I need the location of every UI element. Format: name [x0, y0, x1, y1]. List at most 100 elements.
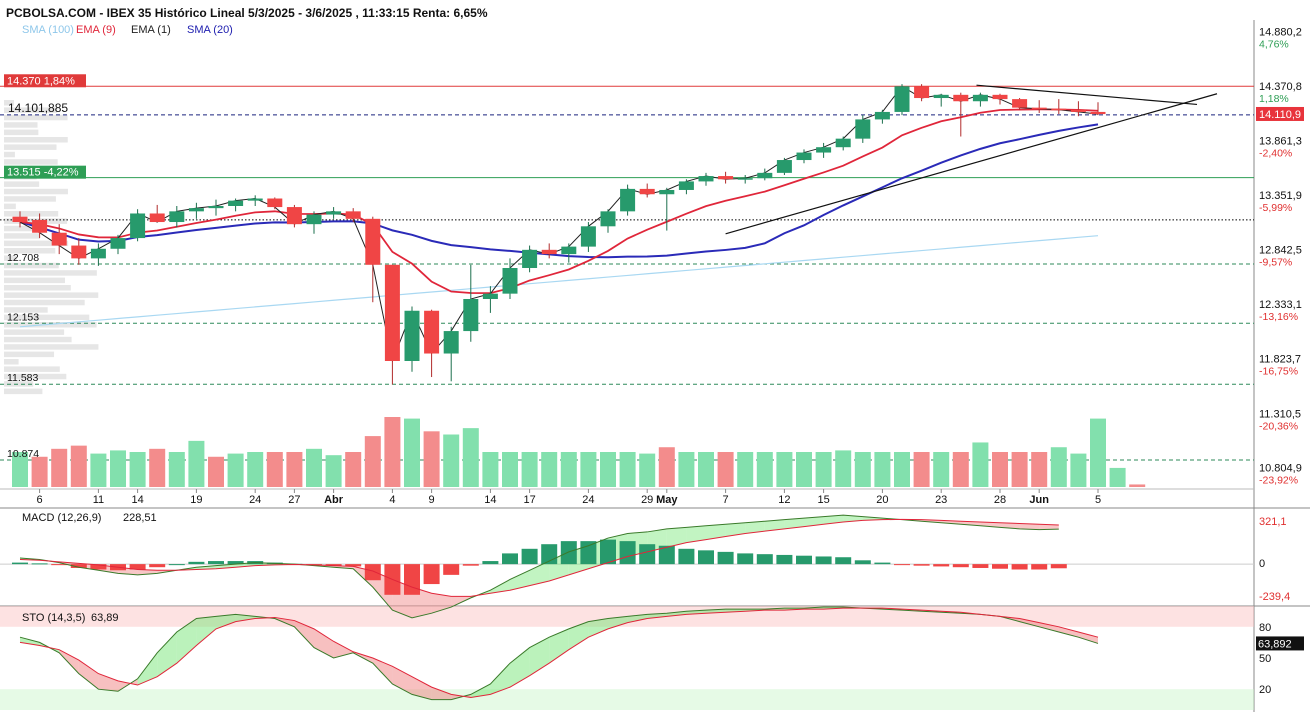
date-label: 27	[288, 494, 300, 506]
chart-title: PCBOLSA.COM - IBEX 35 Histórico Lineal 5…	[6, 6, 488, 20]
candle-body	[71, 245, 87, 259]
macd-fill	[666, 527, 687, 548]
candle-body	[384, 264, 400, 361]
candle-body	[561, 246, 577, 255]
volume-bar	[482, 452, 499, 487]
sma20-line	[19, 123, 1099, 259]
macd-hist-bar	[737, 553, 754, 565]
macd-hist-bar	[227, 561, 244, 565]
price-tick-pct: -5,99%	[1259, 202, 1292, 214]
date-label: 7	[723, 494, 729, 506]
candle-body	[816, 147, 832, 153]
candle-body	[874, 111, 890, 120]
macd-axis-label: -239,4	[1259, 591, 1290, 603]
date-label: 24	[249, 494, 261, 506]
volume-profile-bar	[4, 114, 68, 121]
macd-fill	[745, 521, 765, 534]
candle-body	[914, 86, 930, 99]
volume-bar	[560, 452, 577, 487]
price-tick-pct: 1,18%	[1259, 93, 1289, 105]
sto-fill	[314, 628, 334, 658]
candle-body	[894, 86, 910, 112]
macd-hist-bar	[658, 545, 675, 565]
volume-bar	[698, 452, 714, 487]
macd-hist-bar	[70, 564, 87, 568]
volume-bar	[188, 440, 205, 487]
volume-profile-bar	[4, 181, 40, 187]
volume-bar	[70, 445, 87, 487]
date-label: 28	[994, 494, 1006, 506]
candle-body	[678, 181, 694, 190]
macd-hist-bar	[619, 541, 636, 565]
macd-fill	[784, 518, 804, 529]
candle-body	[424, 310, 440, 354]
volume-profile-bar	[4, 196, 56, 202]
volume-profile-bar	[4, 225, 36, 232]
price-tick-pct: -16,75%	[1259, 365, 1298, 377]
volume-bar	[1050, 447, 1067, 487]
volume-bar	[541, 452, 558, 487]
level-label: 12.153	[7, 311, 39, 323]
volume-bar	[894, 452, 910, 487]
sto-fill	[1078, 632, 1098, 644]
macd-hist-bar	[521, 548, 538, 565]
candle-body	[1051, 108, 1067, 111]
candle-body	[130, 213, 146, 239]
macd-axis-label: 0	[1259, 558, 1265, 570]
candle-body	[32, 219, 48, 233]
macd-hist-bar	[90, 564, 107, 570]
sma100-line	[19, 235, 1099, 328]
sto-fill	[470, 684, 491, 698]
macd-hist-bar	[364, 564, 381, 581]
sto-fill	[412, 676, 432, 700]
volume-profile-bar	[4, 270, 97, 276]
macd-hist-bar	[1011, 564, 1028, 570]
legend-ema1[interactable]: EMA (1)	[131, 24, 171, 36]
macd-hist-bar	[717, 551, 734, 565]
date-label: 19	[190, 494, 202, 506]
candle-body	[12, 216, 28, 223]
candle-body	[698, 176, 714, 182]
macd-hist-bar	[874, 562, 891, 565]
candle-body	[776, 160, 792, 173]
candle-body	[286, 207, 302, 225]
macd-hist-bar	[600, 539, 616, 565]
volume-bar	[580, 452, 597, 487]
volume-bar	[306, 448, 322, 487]
macd-value: 228,51	[123, 512, 157, 524]
price-tick-label: 13.861,3	[1259, 136, 1302, 148]
date-label: 24	[582, 494, 594, 506]
legend-sma100[interactable]: SMA (100)	[22, 24, 74, 36]
candle-body	[482, 293, 498, 299]
volume-profile-bar	[4, 203, 16, 210]
candle-body	[600, 211, 616, 227]
macd-fill	[764, 519, 785, 532]
volume-profile-bar	[4, 366, 60, 372]
volume-profile-bar	[4, 351, 55, 358]
volume-profile-bar	[4, 285, 71, 291]
legend-ema9[interactable]: EMA (9)	[76, 24, 116, 36]
macd-hist-bar	[972, 564, 989, 568]
volume-bar	[1070, 453, 1087, 487]
volume-profile-bar	[4, 122, 38, 128]
price-tick-label: 11.310,5	[1259, 408, 1301, 420]
sto-fill	[118, 678, 138, 692]
sto-fill	[137, 652, 158, 686]
macd-fill	[1039, 524, 1059, 530]
sto-current-label: 63,892	[1258, 638, 1292, 650]
volume-profile-bar	[4, 137, 68, 143]
sto-fill	[588, 618, 608, 638]
volume-profile-bar	[4, 129, 39, 136]
level-label: 12.708	[7, 252, 39, 264]
legend-sma20[interactable]: SMA (20)	[187, 24, 233, 36]
sto-fill	[431, 687, 452, 700]
sto-fill	[490, 663, 510, 695]
candle-body	[345, 211, 361, 219]
date-label: Jun	[1029, 494, 1049, 506]
sto-fill	[608, 616, 628, 629]
sto-fill	[568, 621, 589, 650]
sto-fill	[510, 647, 530, 688]
volume-profile-bar	[4, 211, 59, 217]
macd-hist-bar	[913, 564, 930, 566]
